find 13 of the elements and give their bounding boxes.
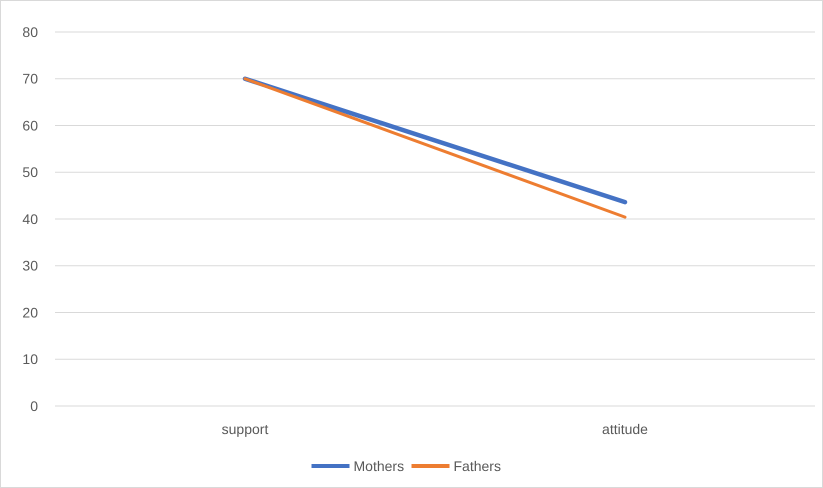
y-tick-label: 50 <box>22 164 38 180</box>
y-tick-label: 30 <box>22 258 38 274</box>
legend-label: Fathers <box>454 458 501 474</box>
y-tick-label: 80 <box>22 24 38 40</box>
y-tick-label: 10 <box>22 351 38 368</box>
x-tick-label: support <box>222 421 268 437</box>
x-tick-label: attitude <box>602 421 648 437</box>
y-tick-label: 40 <box>22 210 38 227</box>
y-tick-label: 60 <box>22 117 38 134</box>
y-tick-label: 0 <box>30 398 38 414</box>
y-tick-label: 70 <box>22 70 38 87</box>
legend-label: Mothers <box>354 458 404 474</box>
y-tick-label: 20 <box>22 304 38 320</box>
